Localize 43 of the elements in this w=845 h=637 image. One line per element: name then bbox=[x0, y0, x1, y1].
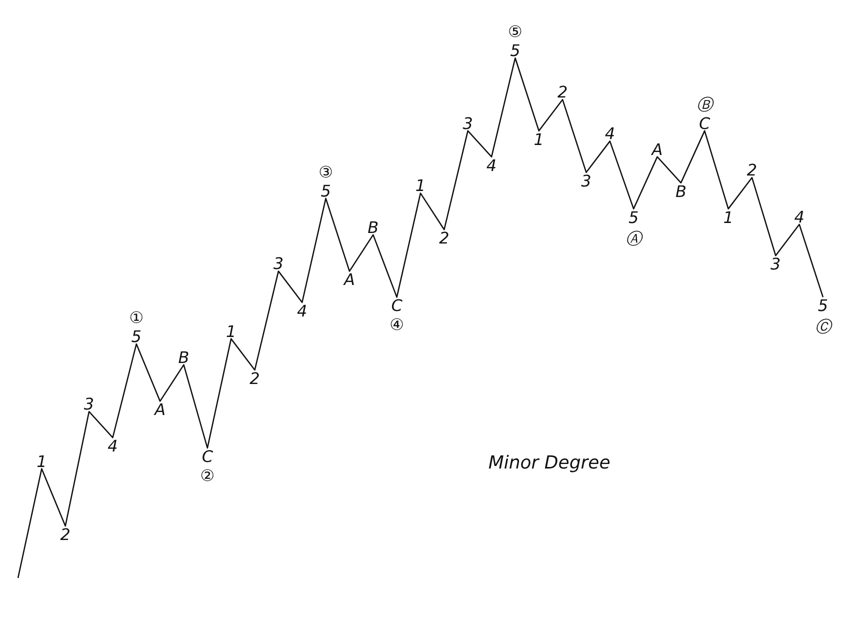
annotation: 3 bbox=[770, 254, 781, 274]
annotation: 1 bbox=[226, 322, 236, 341]
annotation: 3 bbox=[581, 171, 592, 190]
annotation: ⑤ bbox=[508, 22, 522, 41]
annotation: C bbox=[202, 447, 214, 466]
annotation: 1 bbox=[723, 208, 734, 227]
annotation: ① bbox=[129, 308, 144, 327]
annotation: Ⓑ bbox=[696, 94, 715, 114]
annotation: 4 bbox=[297, 301, 308, 320]
annotation: 2 bbox=[439, 228, 450, 248]
annotation: C bbox=[699, 114, 712, 133]
annotation: A bbox=[342, 270, 355, 290]
annotation: B bbox=[675, 182, 686, 201]
annotation: 4 bbox=[604, 124, 616, 144]
annotation: 3 bbox=[84, 394, 94, 414]
annotation: 2 bbox=[746, 160, 758, 180]
annotation: ④ bbox=[390, 315, 404, 334]
annotation: ② bbox=[200, 466, 215, 485]
annotation: 1 bbox=[534, 130, 544, 149]
annotation: 4 bbox=[794, 207, 804, 226]
annotation: 3 bbox=[273, 254, 284, 274]
annotation: B bbox=[178, 348, 190, 367]
annotation: Minor Degree bbox=[488, 452, 610, 474]
annotation: 3 bbox=[462, 114, 473, 133]
annotation: ③ bbox=[318, 162, 333, 182]
annotation: 5 bbox=[131, 327, 142, 346]
annotation: 1 bbox=[415, 176, 426, 196]
annotation: 4 bbox=[486, 156, 497, 175]
annotation: Ⓒ bbox=[815, 317, 833, 336]
annotation: 2 bbox=[250, 369, 260, 388]
annotation: 5 bbox=[628, 208, 639, 227]
annotation: 2 bbox=[60, 525, 70, 544]
annotation: 1 bbox=[36, 452, 47, 471]
annotation: Ⓐ bbox=[626, 228, 644, 248]
annotation: 5 bbox=[320, 181, 331, 200]
annotation: B bbox=[368, 218, 379, 237]
annotation: A bbox=[154, 400, 166, 420]
annotation: 4 bbox=[108, 436, 118, 456]
annotation: 2 bbox=[557, 82, 568, 102]
annotation: C bbox=[391, 296, 404, 316]
annotation: 5 bbox=[510, 41, 520, 60]
annotation: A bbox=[650, 140, 663, 159]
annotation: 5 bbox=[818, 296, 828, 316]
